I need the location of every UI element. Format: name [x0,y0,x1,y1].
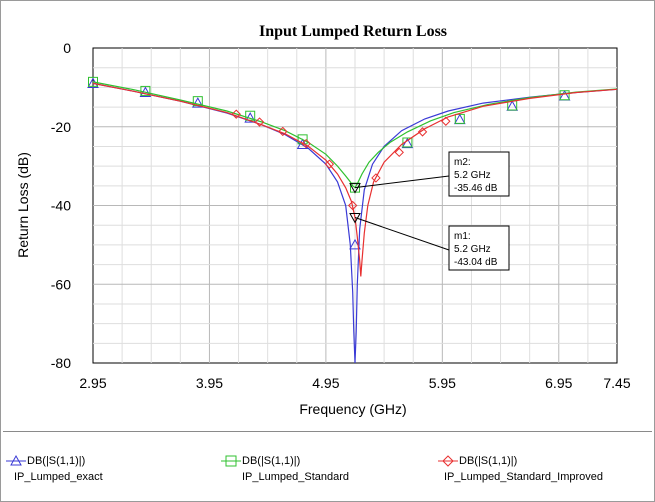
series-point-2 [254,117,265,127]
legend-sub-improved: IP_Lumped_Standard_Improved [444,471,603,483]
legend-entry-exact: DB(|S(1,1)|) IP_Lumped_exact [6,454,103,484]
series-point-1 [454,113,465,124]
legend-swatch-improved [438,455,458,467]
y-tick-label: -80 [51,355,71,371]
marker-leader-m2 [354,175,450,189]
series-point-0 [191,97,204,108]
y-tick-label: -20 [51,119,71,135]
x-axis-label: Frequency (GHz) [299,401,406,417]
x-tick-label: 2.95 [79,375,106,391]
x-tick-label: 6.95 [545,375,572,391]
marker-label-m2: -35.46 dB [454,183,498,194]
series-point-2 [394,147,404,158]
legend-swatch-standard [221,455,241,467]
legend-label-exact: DB(|S(1,1)|) [27,455,86,467]
x-tick-label: 5.95 [429,375,456,391]
series-line-2 [92,82,618,277]
series-point-1 [559,90,570,101]
marker-label-m1: -43.04 dB [454,257,498,268]
x-tick-label: 4.95 [312,375,339,391]
marker-label-m2: 5.2 GHz [454,170,491,181]
series-point-2 [417,127,428,137]
return-loss-chart: Input Lumped Return Loss m2: 5.2 GHz -35.4… [15,23,631,417]
legend-sub-exact: IP_Lumped_exact [14,471,103,483]
series-point-1 [402,137,413,148]
y-tick-label: -40 [51,198,71,214]
series-point-2 [371,173,381,183]
marker-triangle-m2 [349,183,361,194]
x-tick-label: 3.95 [196,375,223,391]
y-axis-label: Return Loss (dB) [15,152,31,258]
chart-title: Input Lumped Return Loss [259,23,447,40]
y-tick-label: 0 [63,40,71,56]
marker-label-m1: m1: [454,231,471,242]
marker-box-m2 [448,151,510,197]
series-point-2 [278,126,288,137]
series-point-2 [441,116,451,126]
marker-box-m1 [448,225,510,271]
series-point-1 [88,76,98,87]
marker-triangle-m1 [349,212,361,224]
legend-sub-standard: IP_Lumped_Standard [242,471,350,483]
legend-swatch-exact [6,454,26,466]
y-tick-label: -60 [51,276,71,292]
marker-label-m1: 5.2 GHz [454,244,491,255]
legend-label-standard: DB(|S(1,1)|) [242,455,301,467]
series-point-2 [301,138,311,149]
series-point-2 [324,159,335,169]
series-point-1 [140,85,151,96]
marker-label-m2: m2: [454,157,471,168]
legend: DB(|S(1,1)|) IP_Lumped_exact DB(|S(1,1)|… [3,431,652,500]
legend-entry-improved: DB(|S(1,1)|) IP_Lumped_Standard_Improved [438,454,603,484]
legend-entry-standard: DB(|S(1,1)|) IP_Lumped_Standard [221,454,349,484]
tick-labels: 2.95 3.95 4.95 5.95 6.95 7.45 0 -20 -40 -60 -80 [51,40,631,391]
marker-leader-m1 [354,216,450,251]
legend-label-improved: DB(|S(1,1)|) [459,455,518,467]
x-tick-label: 7.45 [603,375,630,391]
series-point-2 [347,200,358,211]
series-point-0 [401,137,414,149]
series-point-2 [231,109,241,119]
marker-layer: m2: 5.2 GHz -35.46 dB m1: 5.2 GHz -43.04 dB [349,151,510,271]
grid [93,48,617,363]
